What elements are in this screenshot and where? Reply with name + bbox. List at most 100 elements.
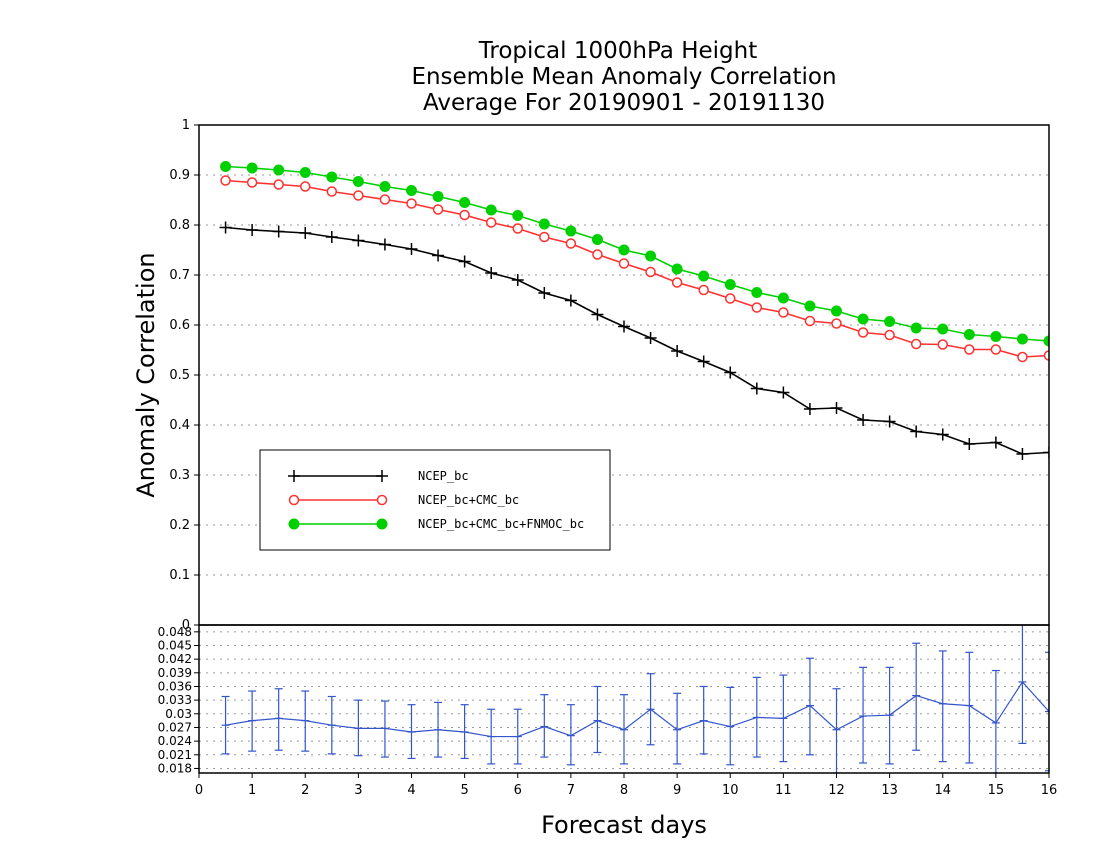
series-2-point	[379, 194, 391, 205]
series-3-point	[379, 181, 391, 192]
sub-y-tick-label: 0.039	[158, 666, 192, 680]
series-1-point	[325, 231, 338, 243]
legend-marker	[288, 470, 300, 482]
x-tick-label: 15	[988, 783, 1005, 798]
series-1-point	[591, 308, 604, 321]
series-3-point	[352, 176, 364, 187]
main-y-tick-label: 0.1	[169, 568, 190, 583]
series-1-point	[219, 221, 232, 234]
legend-entry-2: NCEP_bc+CMC_bc	[288, 493, 519, 507]
series-3-point	[671, 263, 683, 275]
series-1-point	[432, 249, 445, 262]
series-1-line	[225, 226, 1049, 455]
series-2-point	[910, 338, 922, 350]
series-3-point	[485, 204, 497, 216]
series-1-point	[883, 415, 896, 428]
sub-y-tick-label: 0.03	[165, 707, 192, 721]
series-2-point	[220, 175, 231, 186]
x-tick-label: 13	[881, 783, 898, 798]
series-2-point	[751, 302, 763, 313]
x-tick-label: 10	[722, 783, 739, 798]
x-tick-label: 8	[620, 783, 628, 798]
series-2-point	[512, 223, 523, 234]
series-1-point	[485, 267, 498, 279]
series-3-point	[459, 197, 471, 208]
main-y-tick-label: 0.5	[169, 368, 190, 383]
x-tick-label: 7	[567, 783, 575, 798]
series-1-point	[618, 320, 630, 333]
series-1	[219, 221, 1049, 460]
legend-label: NCEP_bc+CMC_bc	[418, 493, 519, 507]
series-3	[220, 161, 1049, 347]
series-3-point	[937, 323, 949, 335]
x-axis-label: Forecast days	[541, 811, 707, 839]
series-3-point	[804, 300, 816, 312]
series-1-point	[564, 294, 577, 307]
series-1-point	[1043, 446, 1049, 459]
x-tick-label: 5	[460, 783, 468, 798]
series-2-point	[273, 179, 284, 190]
legend-marker	[288, 518, 300, 530]
series-3-point	[220, 161, 232, 172]
main-y-tick-label: 1	[182, 118, 190, 133]
series-2-point	[618, 258, 630, 269]
series-2-point	[671, 277, 683, 288]
series-2-point	[300, 181, 311, 192]
legend-marker	[376, 470, 388, 482]
series-3-line	[225, 165, 1049, 342]
series-1-point	[857, 414, 870, 426]
series-1-point	[299, 227, 312, 239]
series-1-point	[246, 224, 259, 236]
main-y-tick-label: 0.8	[169, 218, 190, 233]
x-tick-label: 4	[407, 783, 415, 798]
series-2-point	[485, 217, 497, 228]
series-1-point	[777, 386, 790, 399]
series-2-point	[565, 238, 577, 249]
series-3-point	[406, 185, 417, 196]
series-2-point	[884, 329, 895, 341]
main-y-tick-label: 0.4	[169, 418, 190, 433]
sub-y-tick-label: 0.021	[158, 748, 192, 762]
main-y-tick-label: 0.3	[169, 468, 190, 483]
series-2-point	[246, 177, 258, 188]
series-3-point	[724, 279, 736, 290]
series-3-point	[618, 244, 630, 256]
x-tick-label: 0	[195, 783, 203, 798]
series-3-point	[884, 316, 896, 327]
series-1-point	[644, 332, 657, 344]
series-3-point	[246, 162, 258, 174]
series-1-point	[1016, 448, 1029, 460]
series-2-point	[432, 204, 444, 215]
x-tick-label: 3	[354, 783, 362, 798]
series-1-point	[511, 274, 524, 286]
series-1-point	[352, 234, 365, 247]
series-1-point	[830, 402, 843, 414]
series-2-point	[804, 315, 816, 327]
series-1-point	[989, 436, 1002, 449]
series-2-point	[539, 231, 550, 243]
x-tick-label: 9	[673, 783, 681, 798]
x-tick-label: 16	[1041, 783, 1058, 798]
sub-y-tick-label: 0.042	[158, 652, 192, 666]
series-1-point	[378, 238, 391, 251]
legend-marker	[376, 494, 388, 506]
chart-title-line-3: Average For 20190901 - 20191130	[423, 90, 825, 116]
sub-series-1	[221, 625, 1049, 773]
series-2-point	[698, 284, 709, 296]
series-3-point	[565, 225, 577, 237]
series-2-point	[990, 344, 1002, 355]
legend-entry-3: NCEP_bc+CMC_bc+FNMOC_bc	[288, 517, 584, 531]
x-tick-label: 14	[934, 783, 951, 798]
series-2-point	[964, 344, 975, 355]
series-1-point	[458, 255, 471, 268]
series-2-point	[857, 327, 869, 338]
x-tick-label: 6	[514, 783, 522, 798]
series-3-point	[751, 287, 763, 298]
legend-marker	[288, 494, 300, 506]
legend-marker	[376, 518, 388, 530]
series-3-point	[857, 313, 869, 325]
series-3-point	[698, 270, 710, 282]
series-2	[220, 175, 1049, 363]
series-2-point	[353, 190, 364, 201]
